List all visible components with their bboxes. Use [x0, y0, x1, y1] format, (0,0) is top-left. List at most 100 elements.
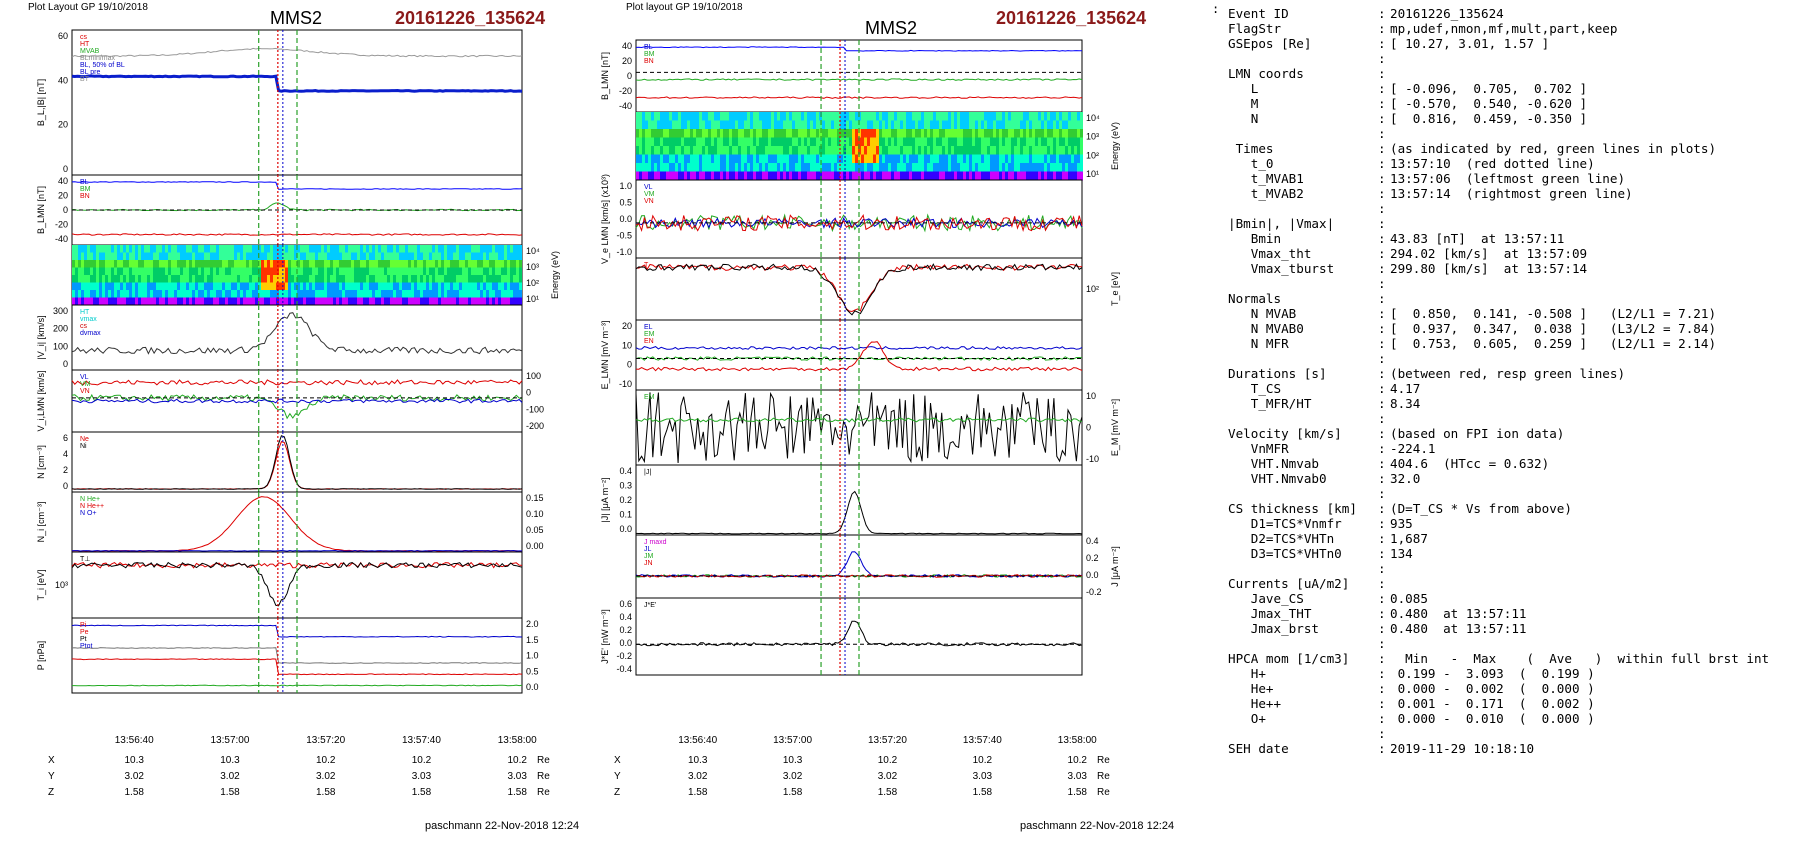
spectrogram-cell: [144, 252, 147, 261]
spectrogram-cell: [693, 146, 696, 155]
spectrogram-cell: [663, 146, 666, 155]
y-axis-label: V_i,LMN [km/s]: [36, 370, 46, 431]
spectrogram-cell: [663, 129, 666, 138]
spectrogram-cell: [903, 154, 906, 164]
spectrogram-cell: [915, 129, 918, 138]
spectrogram-cell: [1077, 146, 1080, 155]
spectrogram-cell: [180, 267, 183, 276]
spectrogram-cell: [372, 260, 375, 268]
spectrogram-cell: [246, 245, 249, 253]
info-value: 0.000 - 0.010 ( 0.000 ): [1390, 711, 1595, 726]
spectrogram-cell: [330, 297, 333, 306]
spectrogram-cell: [975, 112, 978, 121]
spectrogram-cell: [756, 129, 759, 138]
spectrogram-cell: [753, 154, 756, 164]
y-tick-label: -0.4: [616, 664, 632, 674]
spectrogram-cell: [507, 297, 510, 306]
info-colon: :: [1378, 486, 1386, 501]
spectrogram-cell: [900, 112, 903, 121]
spectrogram-cell: [108, 252, 111, 261]
spectrogram-1: [636, 112, 1083, 181]
legend-entry: BT: [80, 76, 90, 83]
y-axis-label: J*E' [nW m⁻³]: [600, 609, 610, 663]
spectrogram-cell: [654, 171, 657, 181]
spectrogram-cell: [174, 267, 177, 276]
spectrogram-cell: [294, 260, 297, 268]
spectrogram-cell: [114, 297, 117, 306]
spectrogram-cell: [852, 163, 855, 172]
spectrogram-cell: [894, 137, 897, 147]
info-key: GSEpos [Re]: [1228, 36, 1312, 51]
spectrogram-cell: [147, 282, 150, 291]
spectrogram-cell: [333, 275, 336, 283]
spectrogram-cell: [840, 154, 843, 164]
spectrogram-cell: [1002, 163, 1005, 172]
info-colon: :: [1378, 156, 1386, 171]
spectrogram-cell: [381, 290, 384, 298]
spectrogram-cell: [924, 129, 927, 138]
spectrogram-cell: [708, 146, 711, 155]
spectrogram-cell: [513, 297, 516, 306]
spectrogram-cell: [153, 282, 156, 291]
spectrogram-cell: [849, 146, 852, 155]
spectrogram-cell: [450, 267, 453, 276]
spectrogram-cell: [105, 245, 108, 253]
spectrogram-cell: [471, 282, 474, 291]
info-colon: :: [1378, 261, 1386, 276]
spectrogram-cell: [720, 163, 723, 172]
spectrogram-cell: [765, 154, 768, 164]
spectrogram-cell: [273, 290, 276, 298]
spectrogram-cell: [1077, 137, 1080, 147]
spectrogram-cell: [462, 267, 465, 276]
spectrogram-cell: [1047, 120, 1050, 130]
spectrogram-cell: [774, 163, 777, 172]
spectrogram-cell: [900, 154, 903, 164]
spectrogram-cell: [642, 137, 645, 147]
spectrogram-cell: [516, 252, 519, 261]
spectrogram-cell: [399, 260, 402, 268]
spectrogram-cell: [354, 260, 357, 268]
spectrogram-cell: [900, 146, 903, 155]
spectrogram-cell: [390, 290, 393, 298]
spectrogram-cell: [372, 252, 375, 261]
spectrogram-cell: [819, 154, 822, 164]
spectrogram-cell: [366, 282, 369, 291]
spectrogram-cell: [855, 154, 858, 164]
spectrogram-cell: [477, 282, 480, 291]
x-tick-label: 13:56:40: [678, 735, 717, 746]
spectrogram-cell: [975, 163, 978, 172]
spectrogram-cell: [339, 275, 342, 283]
spectrogram-cell: [702, 154, 705, 164]
spectrogram-cell: [264, 252, 267, 261]
spectrogram-cell: [264, 267, 267, 276]
spectrogram-cell: [342, 260, 345, 268]
spectrogram-cell: [1068, 112, 1071, 121]
spectrogram-cell: [1032, 112, 1035, 121]
spectrogram-cell: [951, 137, 954, 147]
spectrogram-cell: [852, 112, 855, 121]
spectrogram-cell: [168, 245, 171, 253]
y-tick-label: 20: [622, 321, 632, 331]
spectrogram-cell: [513, 282, 516, 291]
spectrogram-cell: [1056, 137, 1059, 147]
spectrogram-cell: [717, 146, 720, 155]
spectrogram-cell: [966, 120, 969, 130]
spectrogram-cell: [669, 112, 672, 121]
spectrogram-cell: [198, 267, 201, 276]
spectrogram-cell: [675, 171, 678, 181]
spectrogram-cell: [759, 171, 762, 181]
spectrogram-cell: [786, 154, 789, 164]
spectrogram-cell: [297, 245, 300, 253]
spectrogram-cell: [480, 252, 483, 261]
spectrogram-cell: [777, 112, 780, 121]
spectrogram-cell: [951, 154, 954, 164]
spectrogram-cell: [87, 252, 90, 261]
y-tick-label: -40: [55, 234, 68, 244]
y-tick-label: -10: [619, 379, 632, 389]
spectrogram-cell: [126, 275, 129, 283]
spectrogram-cell: [222, 260, 225, 268]
spectrogram-cell: [660, 171, 663, 181]
spectrogram-cell: [171, 297, 174, 306]
spectrogram-cell: [486, 297, 489, 306]
y-tick-label-right: 10¹: [1086, 169, 1099, 179]
